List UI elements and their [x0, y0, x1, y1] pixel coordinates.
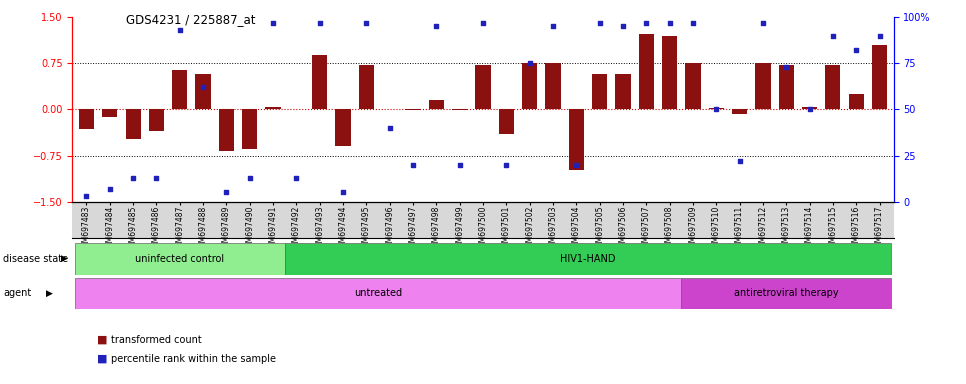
Bar	[681, 278, 892, 309]
Bar	[242, 109, 257, 149]
Point	[218, 189, 234, 195]
Bar	[732, 109, 747, 114]
Point	[289, 175, 304, 181]
Bar	[592, 74, 608, 109]
Bar	[802, 107, 817, 109]
Bar	[285, 243, 892, 275]
Point	[662, 20, 677, 26]
Point	[498, 162, 514, 168]
Text: uninfected control: uninfected control	[135, 254, 224, 264]
Text: disease state: disease state	[3, 254, 68, 264]
Text: ■: ■	[97, 335, 107, 345]
Point	[172, 27, 187, 33]
Point	[149, 175, 164, 181]
Bar	[79, 109, 94, 129]
Bar	[126, 109, 141, 139]
Text: untreated: untreated	[354, 288, 402, 298]
Point	[242, 175, 258, 181]
Point	[78, 193, 94, 199]
Bar	[74, 243, 285, 275]
Point	[685, 20, 700, 26]
Text: ▶: ▶	[46, 289, 53, 298]
Text: HIV1-HAND: HIV1-HAND	[560, 254, 615, 264]
Point	[102, 185, 118, 192]
Bar	[825, 65, 840, 109]
Point	[639, 20, 654, 26]
Point	[569, 162, 584, 168]
Bar	[569, 109, 583, 170]
Point	[335, 189, 351, 195]
Text: transformed count: transformed count	[111, 335, 202, 345]
Bar	[172, 70, 187, 109]
Point	[779, 64, 794, 70]
Point	[848, 47, 864, 53]
Bar	[755, 63, 771, 109]
Point	[475, 20, 491, 26]
Bar	[452, 109, 468, 110]
Bar	[849, 94, 864, 109]
Point	[708, 106, 724, 113]
Point	[312, 20, 327, 26]
Bar	[475, 65, 491, 109]
Point	[545, 23, 560, 30]
Text: GDS4231 / 225887_at: GDS4231 / 225887_at	[126, 13, 255, 26]
Point	[406, 162, 421, 168]
Bar	[662, 36, 677, 109]
Bar	[685, 63, 700, 109]
Text: ▶: ▶	[61, 254, 68, 263]
Bar	[195, 74, 211, 109]
Point	[126, 175, 141, 181]
Bar	[872, 45, 887, 109]
Point	[522, 60, 537, 66]
Bar	[779, 65, 794, 109]
Bar	[335, 109, 351, 146]
Bar	[74, 278, 681, 309]
Bar	[546, 63, 560, 109]
Text: agent: agent	[3, 288, 31, 298]
Point	[615, 23, 631, 30]
Point	[429, 23, 444, 30]
Text: antiretroviral therapy: antiretroviral therapy	[734, 288, 838, 298]
Point	[872, 33, 888, 39]
Bar	[429, 99, 444, 109]
Bar	[219, 109, 234, 151]
Bar	[149, 109, 164, 131]
Bar	[358, 65, 374, 109]
Bar	[312, 55, 327, 109]
Bar	[709, 108, 724, 109]
Point	[592, 20, 608, 26]
Point	[732, 158, 748, 164]
Bar	[615, 74, 631, 109]
Text: percentile rank within the sample: percentile rank within the sample	[111, 354, 276, 364]
Point	[755, 20, 771, 26]
Point	[452, 162, 468, 168]
Bar	[498, 109, 514, 134]
Point	[195, 84, 211, 90]
Bar	[522, 63, 537, 109]
Bar	[639, 35, 654, 109]
Bar	[266, 107, 281, 109]
Point	[266, 20, 281, 26]
Point	[358, 20, 374, 26]
Point	[825, 33, 840, 39]
Point	[382, 125, 397, 131]
Bar	[102, 109, 117, 118]
Text: ■: ■	[97, 354, 107, 364]
Bar	[406, 109, 420, 110]
Point	[802, 106, 817, 113]
